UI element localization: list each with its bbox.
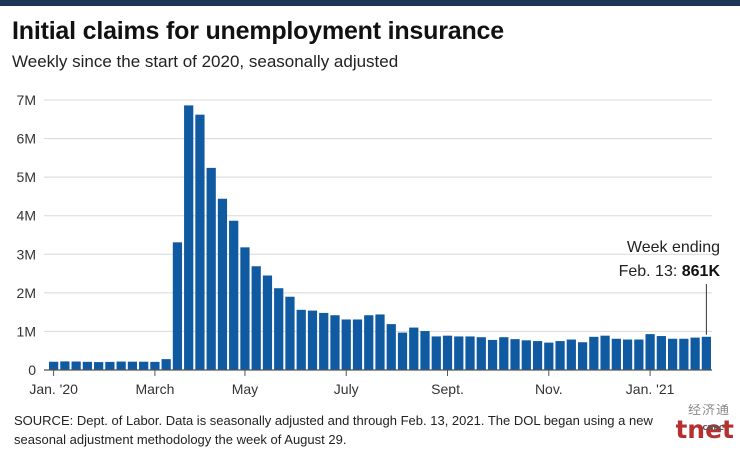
- weekly-claims-bar: [127, 361, 138, 370]
- weekly-claims-bar: [454, 336, 464, 370]
- weekly-claims-bar: [577, 342, 588, 370]
- weekly-claims-bar: [386, 324, 396, 370]
- chart-subtitle: Weekly since the start of 2020, seasonal…: [12, 52, 399, 71]
- weekly-claims-bar: [274, 288, 284, 370]
- weekly-claims-bar: [49, 361, 59, 370]
- y-axis-tick-label: 5M: [17, 169, 36, 185]
- weekly-claims-bar: [285, 296, 295, 370]
- logo-small-text: CNBC: [702, 424, 724, 432]
- axis-layer: 0 1M 2M 3M 4M 5M 6M 7M Jan. '20 March May July Sept.…: [17, 92, 712, 397]
- weekly-claims-bar: [296, 309, 306, 370]
- logo-chinese-text: 经济通: [687, 404, 730, 418]
- y-axis-tick-label: 2M: [17, 285, 36, 301]
- weekly-claims-bar: [589, 336, 599, 370]
- weekly-claims-bar: [341, 319, 351, 370]
- weekly-claims-bar: [229, 220, 239, 370]
- weekly-claims-bar: [240, 247, 250, 370]
- grid-layer: [44, 99, 712, 332]
- weekly-claims-bar: [352, 319, 363, 370]
- weekly-claims-bar: [150, 361, 160, 370]
- weekly-claims-bar: [217, 198, 228, 370]
- weekly-claims-bar: [82, 361, 93, 370]
- weekly-claims-bar: [555, 341, 565, 370]
- weekly-claims-bar: [364, 315, 374, 370]
- y-axis-tick-label: 4M: [17, 208, 36, 224]
- weekly-claims-bar: [172, 242, 183, 370]
- weekly-claims-bar: [71, 361, 81, 370]
- latest-week-value: 861K: [681, 263, 720, 280]
- weekly-claims-bar: [634, 339, 644, 370]
- x-axis-tick-label: July: [334, 381, 359, 397]
- weekly-claims-bar: [307, 310, 318, 370]
- y-axis-tick-label: 1M: [17, 323, 36, 339]
- weekly-claims-bar: [521, 340, 531, 370]
- weekly-claims-bar: [499, 337, 509, 370]
- logo-brand-text: etnet: [676, 415, 734, 444]
- weekly-claims-bar: [532, 341, 543, 370]
- chart-title: Initial claims for unemployment insuranc…: [12, 17, 504, 45]
- x-axis-tick-label: March: [135, 381, 174, 397]
- x-axis-tick-label: Sept.: [431, 381, 464, 397]
- weekly-claims-bar: [645, 334, 655, 370]
- weekly-claims-bar: [465, 336, 475, 370]
- weekly-claims-bar: [375, 314, 385, 370]
- weekly-claims-bar: [397, 332, 408, 370]
- weekly-claims-bar: [330, 315, 340, 370]
- y-axis-tick-label: 6M: [17, 131, 36, 147]
- weekly-claims-bar: [566, 339, 576, 370]
- x-axis-tick-label: Jan. '21: [626, 381, 675, 397]
- weekly-claims-bar: [656, 336, 666, 370]
- weekly-claims-bar: [420, 331, 430, 370]
- y-axis-tick-label: 0: [28, 362, 36, 378]
- weekly-claims-bar: [544, 342, 554, 370]
- x-axis-tick-label: Nov.: [535, 381, 563, 397]
- x-axis-tick-label: May: [232, 381, 258, 397]
- weekly-claims-bar: [319, 312, 329, 370]
- source-note: SOURCE: Dept. of Labor. Data is seasonal…: [14, 413, 653, 447]
- weekly-claims-bar: [487, 339, 498, 370]
- weekly-claims-bar: [442, 335, 453, 370]
- weekly-claims-bar: [161, 359, 171, 370]
- y-axis-tick-label: 7M: [17, 92, 36, 108]
- weekly-claims-bar: [195, 114, 205, 371]
- latest-week-label: Week ending: [626, 239, 720, 256]
- weekly-claims-bar: [701, 336, 711, 370]
- weekly-claims-bar: [409, 327, 419, 370]
- weekly-claims-bar: [60, 361, 70, 370]
- weekly-claims-bar: [184, 105, 194, 371]
- x-axis-tick-label: Jan. '20: [29, 381, 78, 397]
- weekly-claims-bar: [431, 336, 441, 370]
- latest-week-date: Feb. 13:: [618, 263, 682, 280]
- weekly-claims-bar: [679, 338, 689, 370]
- weekly-claims-bar: [667, 338, 678, 370]
- y-axis-tick-label: 3M: [17, 246, 36, 262]
- bar-layer: [49, 105, 711, 371]
- latest-week-value-label: Feb. 13: 861K: [619, 262, 720, 281]
- weekly-claims-bar: [600, 335, 610, 370]
- top-accent-bar: [0, 0, 740, 6]
- weekly-claims-bar: [476, 337, 486, 370]
- weekly-claims-bar: [690, 337, 700, 370]
- weekly-claims-bar: [510, 339, 520, 370]
- weekly-claims-bar: [611, 338, 621, 370]
- weekly-claims-bar: [105, 361, 115, 370]
- etnet-logo: 经济通 etnet CNBC: [676, 404, 734, 448]
- weekly-claims-bar: [116, 361, 126, 370]
- weekly-claims-bar: [622, 339, 633, 370]
- weekly-claims-bar: [262, 275, 273, 370]
- weekly-claims-bar: [139, 361, 149, 370]
- weekly-claims-bar: [251, 266, 261, 370]
- weekly-claims-bar: [94, 362, 104, 370]
- weekly-claims-bar: [206, 167, 216, 370]
